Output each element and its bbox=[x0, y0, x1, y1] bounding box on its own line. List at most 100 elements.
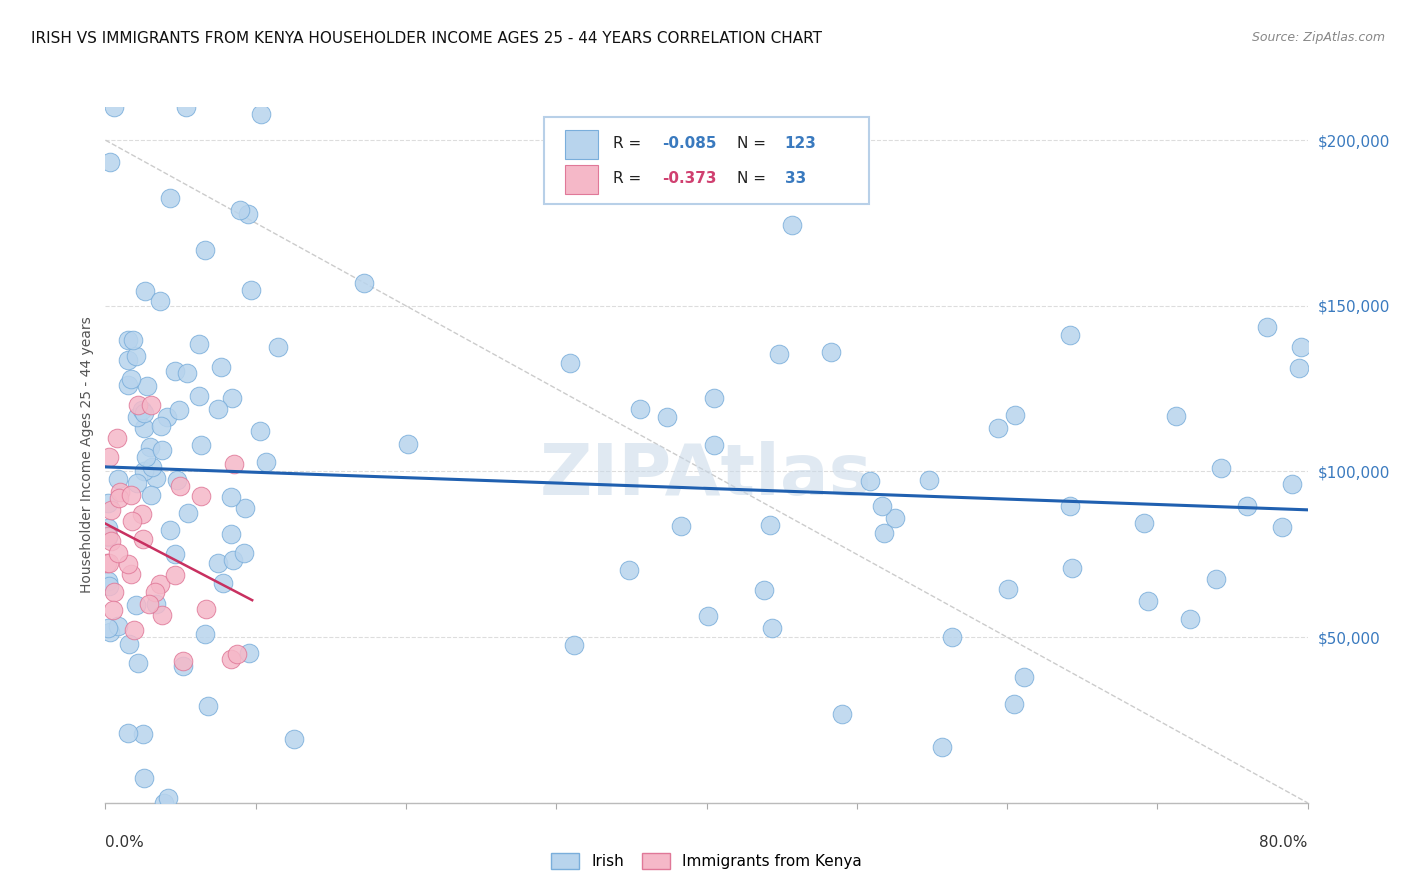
Point bbox=[149, 418, 172, 433]
Point bbox=[761, 621, 783, 635]
Point bbox=[138, 598, 160, 612]
Point bbox=[207, 556, 229, 570]
Text: 123: 123 bbox=[785, 136, 817, 151]
Point bbox=[232, 546, 254, 560]
Point bbox=[105, 431, 128, 445]
Point bbox=[159, 523, 181, 537]
Bar bbox=[565, 165, 599, 194]
Point bbox=[98, 579, 121, 593]
Point bbox=[120, 372, 142, 386]
Text: N =: N = bbox=[737, 170, 770, 186]
Point bbox=[254, 455, 277, 469]
Point bbox=[165, 364, 187, 378]
Y-axis label: Householder Income Ages 25 - 44 years: Householder Income Ages 25 - 44 years bbox=[80, 317, 94, 593]
Point bbox=[117, 378, 139, 392]
Point bbox=[103, 100, 125, 114]
Point bbox=[997, 582, 1019, 596]
Point bbox=[172, 659, 194, 673]
Point bbox=[207, 402, 229, 417]
Point bbox=[1178, 612, 1201, 626]
Point bbox=[96, 530, 118, 544]
Point bbox=[97, 450, 120, 465]
Point bbox=[211, 575, 233, 590]
Point bbox=[117, 333, 139, 347]
Point bbox=[125, 410, 148, 425]
Point bbox=[229, 202, 252, 217]
Point bbox=[780, 218, 803, 232]
Point bbox=[655, 410, 678, 425]
Point bbox=[127, 398, 149, 412]
Point bbox=[169, 479, 191, 493]
Point bbox=[752, 583, 775, 598]
Text: -0.373: -0.373 bbox=[662, 170, 717, 186]
Point bbox=[108, 484, 131, 499]
Point bbox=[1288, 360, 1310, 375]
Point bbox=[249, 424, 271, 438]
Point bbox=[1059, 500, 1081, 514]
Point bbox=[669, 519, 692, 533]
Point bbox=[222, 553, 245, 567]
Point bbox=[98, 556, 121, 570]
Point bbox=[100, 533, 122, 548]
Point bbox=[1133, 516, 1156, 530]
Point bbox=[222, 457, 245, 471]
Point bbox=[697, 608, 720, 623]
Text: 33: 33 bbox=[785, 170, 806, 186]
Point bbox=[1012, 670, 1035, 684]
Point bbox=[103, 584, 125, 599]
Point bbox=[96, 556, 118, 570]
Point bbox=[132, 727, 155, 741]
Point bbox=[941, 630, 963, 644]
Point bbox=[145, 598, 167, 612]
Point bbox=[159, 191, 181, 205]
Point bbox=[145, 471, 167, 485]
Point bbox=[1271, 520, 1294, 534]
Point bbox=[1209, 460, 1232, 475]
Point bbox=[931, 740, 953, 755]
Point bbox=[97, 521, 120, 535]
Point bbox=[132, 420, 155, 434]
Point bbox=[221, 651, 243, 665]
Point bbox=[98, 155, 121, 169]
Point bbox=[131, 507, 153, 521]
Point bbox=[190, 489, 212, 503]
Point bbox=[121, 514, 143, 528]
Point bbox=[97, 529, 120, 543]
Point bbox=[136, 379, 159, 393]
Legend: Irish, Immigrants from Kenya: Irish, Immigrants from Kenya bbox=[546, 847, 868, 875]
Point bbox=[125, 475, 148, 490]
Point bbox=[174, 100, 197, 114]
Point bbox=[120, 488, 142, 502]
Point bbox=[132, 406, 155, 420]
Point bbox=[250, 106, 273, 120]
Point bbox=[122, 623, 145, 637]
Point bbox=[558, 356, 581, 370]
Point bbox=[226, 648, 249, 662]
Point bbox=[107, 546, 129, 560]
Point bbox=[107, 472, 129, 486]
Point bbox=[221, 527, 243, 541]
Point bbox=[703, 437, 725, 451]
Point bbox=[150, 442, 173, 457]
Point bbox=[396, 437, 419, 451]
Point bbox=[125, 599, 148, 613]
Point bbox=[194, 626, 217, 640]
Text: 80.0%: 80.0% bbox=[1260, 836, 1308, 850]
Point bbox=[617, 563, 640, 577]
Point bbox=[235, 501, 257, 516]
Point bbox=[156, 790, 179, 805]
Point bbox=[167, 403, 190, 417]
Point bbox=[820, 345, 842, 359]
Point bbox=[117, 353, 139, 368]
Text: ZIPAtlas: ZIPAtlas bbox=[540, 442, 873, 510]
Point bbox=[156, 409, 179, 424]
Point bbox=[131, 403, 153, 417]
Bar bbox=[565, 130, 599, 159]
Text: N =: N = bbox=[737, 136, 770, 151]
Point bbox=[166, 473, 188, 487]
Point bbox=[134, 285, 156, 299]
Point bbox=[884, 511, 907, 525]
Point bbox=[194, 601, 217, 615]
Point bbox=[117, 558, 139, 572]
Point bbox=[1281, 476, 1303, 491]
